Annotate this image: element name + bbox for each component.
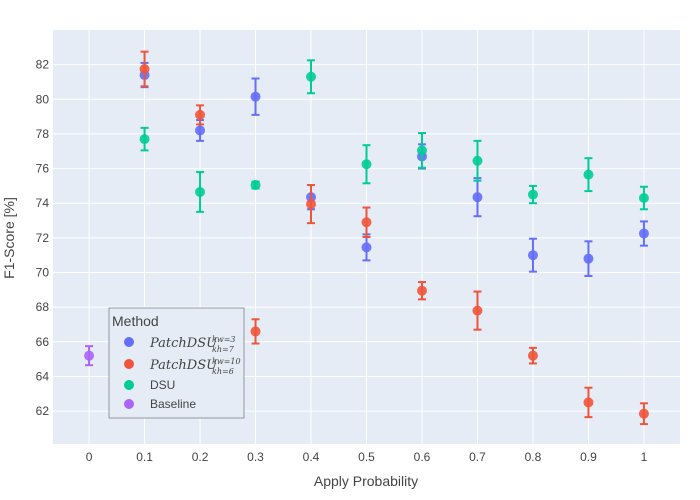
data-point bbox=[139, 134, 150, 145]
data-point bbox=[195, 186, 206, 197]
legend-sub-patchdsu-kw10: kh=6 bbox=[212, 367, 234, 376]
x-tick-label: 0.8 bbox=[525, 450, 542, 464]
legend-label-baseline: Baseline bbox=[150, 397, 196, 411]
data-point bbox=[583, 397, 594, 408]
data-point bbox=[195, 125, 206, 136]
data-point bbox=[361, 217, 372, 228]
y-axis-ticks: 62 64 66 68 70 72 74 76 78 80 82 bbox=[36, 58, 50, 418]
legend-marker-patchdsu-kw10 bbox=[124, 359, 134, 369]
series-2 bbox=[139, 59, 649, 213]
x-tick-label: 0 bbox=[86, 450, 93, 464]
x-axis-title: Apply Probability bbox=[314, 473, 418, 489]
data-point bbox=[250, 180, 261, 191]
legend-label-patchdsu-kw3: PatchDSU bbox=[149, 336, 218, 351]
y-tick-label: 70 bbox=[36, 266, 50, 280]
data-point bbox=[361, 242, 372, 253]
x-tick-label: 0.3 bbox=[247, 450, 264, 464]
data-point bbox=[139, 63, 150, 74]
data-point bbox=[638, 193, 649, 204]
legend-label-patchdsu-kw10: PatchDSU bbox=[149, 358, 218, 373]
data-series bbox=[84, 50, 649, 426]
y-tick-label: 74 bbox=[36, 196, 50, 210]
y-tick-label: 64 bbox=[36, 369, 50, 383]
series-3 bbox=[84, 345, 95, 367]
data-point bbox=[583, 169, 594, 180]
data-point bbox=[250, 326, 261, 337]
data-point bbox=[638, 228, 649, 239]
legend-sub-patchdsu-kw3: kh=7 bbox=[212, 345, 235, 354]
y-tick-label: 80 bbox=[36, 92, 50, 106]
data-point bbox=[527, 250, 538, 261]
x-tick-label: 0.2 bbox=[192, 450, 209, 464]
x-tick-label: 0.7 bbox=[469, 450, 486, 464]
x-axis-ticks: 0 0.1 0.2 0.3 0.4 0.5 0.6 0.7 0.8 0.9 1 bbox=[86, 450, 648, 464]
data-point bbox=[527, 350, 538, 361]
data-point bbox=[472, 155, 483, 166]
y-tick-label: 76 bbox=[36, 162, 50, 176]
data-point bbox=[195, 109, 206, 120]
legend-sup-patchdsu-kw3: kw=3 bbox=[212, 335, 236, 344]
data-point bbox=[583, 253, 594, 264]
data-point bbox=[306, 199, 317, 210]
x-tick-label: 0.5 bbox=[358, 450, 375, 464]
legend-marker-dsu bbox=[124, 380, 134, 390]
data-point bbox=[416, 285, 427, 296]
series-1 bbox=[139, 50, 649, 426]
legend-sup-patchdsu-kw10: kw=10 bbox=[212, 357, 241, 366]
y-tick-label: 72 bbox=[36, 231, 50, 245]
data-point bbox=[416, 145, 427, 156]
y-tick-label: 82 bbox=[36, 58, 50, 72]
x-tick-label: 1 bbox=[641, 450, 648, 464]
y-tick-label: 62 bbox=[36, 404, 50, 418]
data-point bbox=[527, 189, 538, 200]
data-point bbox=[472, 305, 483, 316]
data-point bbox=[250, 91, 261, 102]
y-tick-label: 78 bbox=[36, 127, 50, 141]
x-tick-label: 0.6 bbox=[414, 450, 431, 464]
legend-marker-patchdsu-kw3 bbox=[124, 337, 134, 347]
y-axis-title: F1-Score [%] bbox=[1, 197, 17, 279]
x-tick-label: 0.9 bbox=[580, 450, 597, 464]
y-tick-label: 66 bbox=[36, 335, 50, 349]
x-tick-label: 0.1 bbox=[136, 450, 153, 464]
legend-title: Method bbox=[112, 313, 159, 329]
legend-marker-baseline bbox=[124, 399, 134, 409]
data-point bbox=[306, 71, 317, 82]
x-tick-label: 0.4 bbox=[303, 450, 320, 464]
data-point bbox=[361, 159, 372, 170]
data-point bbox=[638, 408, 649, 419]
data-point bbox=[472, 192, 483, 203]
data-point bbox=[84, 350, 95, 361]
legend: Method PatchDSU kw=3 kh=7 PatchDSU kw=10… bbox=[108, 307, 245, 419]
legend-label-dsu: DSU bbox=[150, 378, 175, 392]
y-tick-label: 68 bbox=[36, 300, 50, 314]
